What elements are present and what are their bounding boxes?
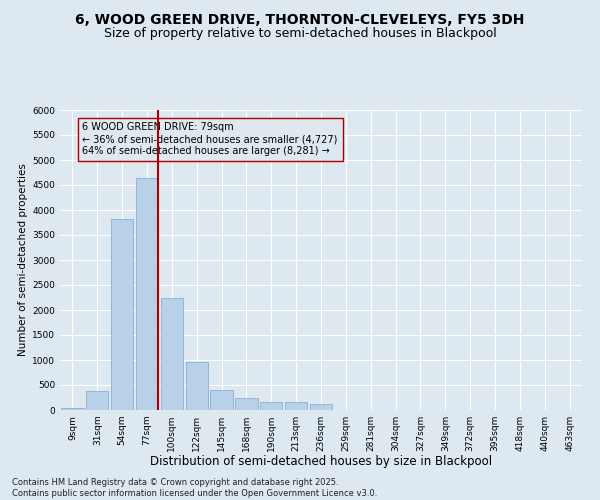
Bar [310, 404, 332, 410]
Text: Contains HM Land Registry data © Crown copyright and database right 2025.
Contai: Contains HM Land Registry data © Crown c… [12, 478, 377, 498]
Text: Size of property relative to semi-detached houses in Blackpool: Size of property relative to semi-detach… [104, 28, 496, 40]
Y-axis label: Number of semi-detached properties: Number of semi-detached properties [18, 164, 28, 356]
Bar [136, 178, 158, 410]
X-axis label: Distribution of semi-detached houses by size in Blackpool: Distribution of semi-detached houses by … [150, 456, 492, 468]
Bar [86, 390, 109, 410]
Text: 6, WOOD GREEN DRIVE, THORNTON-CLEVELEYS, FY5 3DH: 6, WOOD GREEN DRIVE, THORNTON-CLEVELEYS,… [76, 12, 524, 26]
Bar [260, 402, 283, 410]
Bar [61, 408, 83, 410]
Bar [285, 402, 307, 410]
Bar [185, 362, 208, 410]
Bar [235, 398, 257, 410]
Bar [211, 390, 233, 410]
Bar [161, 298, 183, 410]
Text: 6 WOOD GREEN DRIVE: 79sqm
← 36% of semi-detached houses are smaller (4,727)
64% : 6 WOOD GREEN DRIVE: 79sqm ← 36% of semi-… [82, 122, 338, 156]
Bar [111, 219, 133, 410]
